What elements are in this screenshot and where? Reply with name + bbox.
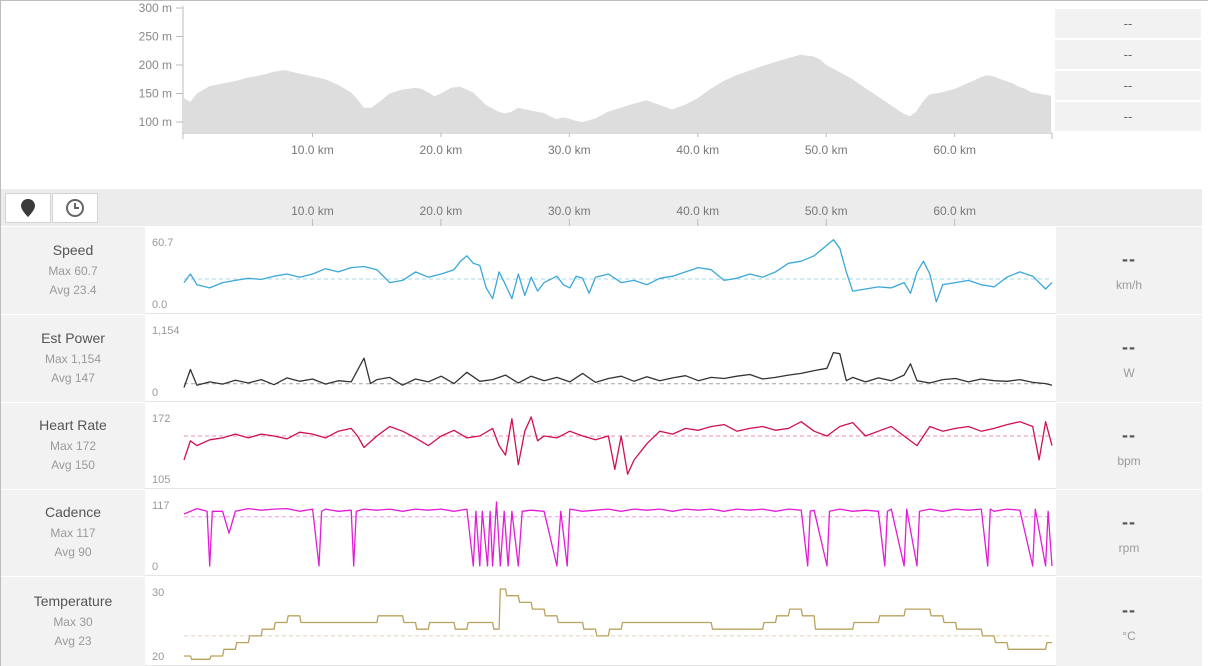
hr-value-panel: -- bpm — [1056, 403, 1202, 489]
speed-value-panel: -- km/h — [1056, 227, 1202, 314]
metric-max: Max 117 — [50, 526, 96, 540]
hr-label-panel: Heart Rate Max 172 Avg 150 — [1, 403, 145, 489]
metric-unit: °C — [1122, 629, 1136, 643]
elevation-y-tick-label: 100 m — [139, 115, 172, 129]
metric-max: Max 1,154 — [44, 351, 102, 366]
metric-avg: Avg 23 — [54, 633, 92, 648]
elevation-x-tick-label: 30.0 km — [548, 143, 591, 157]
metric-unit: rpm — [1118, 540, 1140, 555]
elevation-x-tick-label: 50.0 km — [805, 143, 848, 157]
axis-tick-label: 10.0 km — [291, 204, 334, 218]
elevation-x-tick-label: 20.0 km — [420, 143, 463, 157]
metric-name: Temperature — [33, 592, 113, 609]
elevation-side-cell: -- — [1055, 9, 1201, 38]
y-max-label: 60.7 — [152, 237, 173, 249]
power-value-panel: -- W — [1056, 315, 1202, 402]
cadence-row[interactable]: Cadence Max 117 Avg 90 -- rpm 117 0 — [1, 490, 1202, 576]
temperature-row[interactable]: Temperature Max 30 Avg 23 -- °C 30 20 — [1, 577, 1202, 666]
power-series-line — [183, 351, 1053, 388]
power-label-panel: Est Power Max 1,154 Avg 147 — [1, 315, 145, 402]
y-min-label: 0.0 — [152, 299, 167, 311]
elevation-x-tick-label: 10.0 km — [291, 143, 334, 157]
metric-avg: Avg 23.4 — [49, 282, 97, 297]
elevation-side-cell: -- — [1055, 40, 1201, 69]
elevation-side-cell: -- — [1055, 71, 1201, 100]
cadence-chart[interactable]: 117 0 — [145, 490, 1056, 576]
metric-name: Est Power — [41, 329, 105, 346]
temp-label-panel: Temperature Max 30 Avg 23 — [1, 577, 145, 666]
cadence-label-panel: Cadence Max 117 Avg 90 — [1, 490, 145, 576]
hr-chart[interactable]: 172 105 — [145, 403, 1056, 489]
elevation-profile-area — [184, 54, 1051, 133]
metric-name: Speed — [52, 241, 94, 258]
metric-avg: Avg 150 — [51, 458, 95, 472]
axis-tick-label: 60.0 km — [933, 204, 976, 218]
cadence-series-line — [183, 501, 1053, 567]
distance-mode-button[interactable] — [5, 193, 51, 223]
speed-series-line — [183, 239, 1053, 303]
metric-name: Cadence — [44, 504, 102, 520]
cadence-value-panel: -- rpm — [1056, 490, 1202, 576]
metric-avg: Avg 90 — [54, 545, 92, 559]
power-chart[interactable]: 1,154 0 — [145, 315, 1056, 402]
chart-toolbar — [1, 189, 1202, 226]
metric-max: Max 172 — [49, 439, 97, 453]
map-pin-icon — [21, 199, 35, 217]
elevation-x-tick-label: 40.0 km — [676, 143, 719, 157]
elevation-y-tick-label: 200 m — [139, 58, 172, 72]
metric-current-value: -- — [1122, 249, 1136, 269]
elevation-x-tick-label: 60.0 km — [933, 143, 976, 157]
elevation-chart[interactable]: 300 m 250 m 200 m 150 m 100 m 10.0 km 20.0 km 3… — [0, 0, 1054, 165]
y-max-label: 172 — [152, 413, 170, 425]
metric-max: Max 30 — [53, 614, 93, 629]
y-min-label: 0 — [152, 561, 158, 573]
power-row[interactable]: Est Power Max 1,154 Avg 147 -- W 1,154 0 — [1, 315, 1202, 402]
elevation-y-tick-label: 150 m — [139, 87, 172, 101]
axis-tick-label: 40.0 km — [676, 204, 719, 218]
metric-unit: bpm — [1117, 453, 1141, 468]
metric-avg: Avg 147 — [51, 370, 95, 385]
metric-name: Heart Rate — [39, 417, 107, 433]
elevation-side-cell: -- — [1055, 102, 1201, 131]
speed-chart[interactable]: 60.7 0.0 — [145, 227, 1056, 314]
metric-current-value: -- — [1122, 511, 1136, 532]
y-min-label: 105 — [152, 474, 170, 486]
metric-current-value: -- — [1122, 600, 1136, 620]
metric-unit: km/h — [1115, 278, 1142, 292]
metric-current-value: -- — [1122, 424, 1136, 445]
metric-unit: W — [1123, 366, 1135, 380]
clock-icon — [66, 199, 84, 217]
metric-current-value: -- — [1122, 337, 1136, 357]
temp-series-line — [184, 588, 1052, 660]
y-max-label: 30 — [152, 587, 164, 599]
axis-tick-label: 50.0 km — [805, 204, 848, 218]
heart-rate-row[interactable]: Heart Rate Max 172 Avg 150 -- bpm 172 105 — [1, 403, 1202, 489]
elevation-y-tick-label: 300 m — [139, 1, 172, 15]
time-mode-button[interactable] — [52, 193, 98, 223]
hr-series-line — [183, 416, 1053, 475]
speed-label-panel: Speed Max 60.7 Avg 23.4 — [1, 227, 145, 314]
distance-axis: 10.0 km 20.0 km 30.0 km 40.0 km 50.0 km 60.0 … — [291, 204, 976, 226]
y-min-label: 0 — [152, 387, 158, 399]
y-max-label: 1,154 — [152, 325, 180, 337]
y-max-label: 117 — [152, 500, 170, 512]
metric-max: Max 60.7 — [48, 263, 98, 278]
temp-chart[interactable]: 30 20 — [145, 577, 1056, 666]
temp-value-panel: -- °C — [1056, 577, 1202, 666]
y-min-label: 20 — [152, 651, 164, 663]
axis-tick-label: 20.0 km — [420, 204, 463, 218]
axis-tick-label: 30.0 km — [548, 204, 591, 218]
speed-row[interactable]: Speed Max 60.7 Avg 23.4 -- km/h 60.7 0.0 — [1, 227, 1202, 314]
elevation-y-tick-label: 250 m — [139, 30, 172, 44]
